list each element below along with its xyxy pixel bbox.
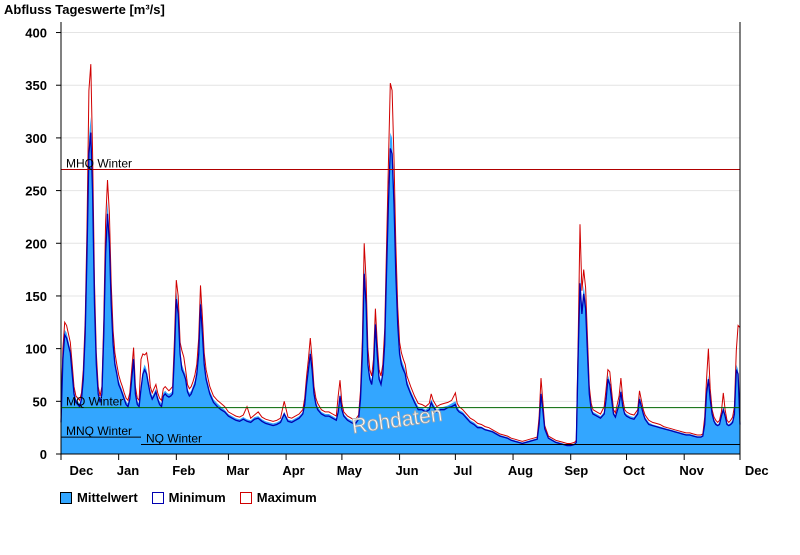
series-layer: [60, 64, 741, 455]
x-tick-label-12: Dec: [745, 463, 769, 478]
legend-label-minimum: Minimum: [168, 490, 226, 505]
y-tick-label-5: 250: [25, 184, 47, 199]
y-tick-label-7: 350: [25, 78, 47, 93]
x-tick-label-11: Nov: [679, 463, 704, 478]
x-tick-label-9: Sep: [564, 463, 588, 478]
x-tick-label-8: Aug: [508, 463, 533, 478]
x-tick-label-3: Mar: [226, 463, 249, 478]
ref-label-3: NQ Winter: [146, 432, 202, 446]
x-tick-label-10: Oct: [623, 463, 645, 478]
legend-swatch-mittelwert: [60, 491, 72, 504]
x-tick-label-4: Apr: [282, 463, 304, 478]
series-minimum-line: [60, 132, 741, 447]
legend-item-mittelwert: Mittelwert: [60, 490, 138, 505]
x-tick-label-2: Feb: [172, 463, 195, 478]
y-tick-label-8: 400: [25, 26, 47, 41]
legend-item-maximum: Maximum: [239, 490, 317, 505]
reference-lines: MHQ Winter MQ Winter MNQ Winter NQ Winter: [61, 157, 740, 446]
y-tick-label-1: 50: [33, 394, 47, 409]
x-tick-label-5: May: [337, 463, 363, 478]
axes: 0 50 100 150 200 250 300 350 400 Dec Jan Feb Mar Apr M…: [25, 22, 769, 478]
y-tick-label-0: 0: [40, 447, 47, 462]
x-tick-label-0: Dec: [70, 463, 94, 478]
y-tick-label-4: 200: [25, 236, 47, 251]
y-tick-label-6: 300: [25, 131, 47, 146]
ref-label-0: MHQ Winter: [66, 157, 132, 171]
legend-swatch-maximum: [239, 491, 252, 504]
chart-title: Abfluss Tageswerte [m³/s]: [4, 2, 165, 17]
x-tick-label-1: Jan: [117, 463, 139, 478]
legend-label-maximum: Maximum: [256, 490, 317, 505]
legend-swatch-minimum: [151, 491, 164, 504]
legend: Mittelwert Minimum Maximum: [60, 490, 317, 505]
x-tick-label-7: Jul: [453, 463, 472, 478]
ref-label-2: MNQ Winter: [66, 424, 132, 438]
series-mittelwert-area: [61, 116, 740, 455]
x-tick-label-6: Jun: [395, 463, 418, 478]
ref-label-1: MQ Winter: [66, 395, 123, 409]
y-tick-label-3: 150: [25, 289, 47, 304]
y-tick-label-2: 100: [25, 342, 47, 357]
legend-item-minimum: Minimum: [151, 490, 226, 505]
legend-label-mittelwert: Mittelwert: [77, 490, 138, 505]
